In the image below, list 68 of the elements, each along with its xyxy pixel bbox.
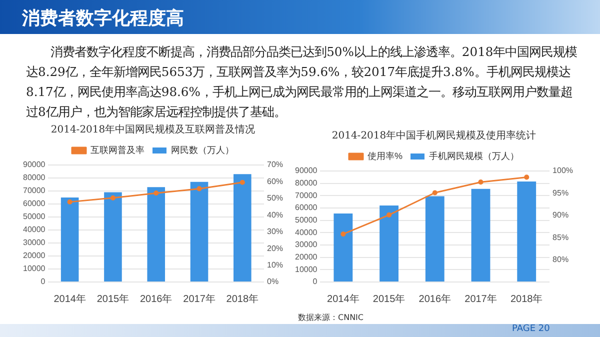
x-tick-label: 2016年 [418, 292, 452, 305]
chart-title: 2014-2018年中国网民规模及互联网普及情况 [50, 124, 256, 136]
x-tick-label: 2017年 [183, 292, 216, 305]
source-note: 数据来源：CNNIC [298, 312, 364, 323]
x-tick-label: 2018年 [510, 292, 543, 305]
y2-tick-label: 80% [552, 255, 569, 264]
bar [147, 187, 166, 282]
y-tick-label: 90000 [294, 166, 318, 176]
text: 消费者数字化程度不断提高，消费品部分品类已达到50%以上的线上渗透率。2018年中国网民规模达8.29亿，全年新增网民5653万，互联网普及率为59.6%，较2017年底提升3.8%。手机网民规模达8.17亿，网民使用率高达98.6%，手机上网已成为网民最常用的上网渠道之一。移动互联网用户数量超过8亿用户，也为智能家居远程控制提供了基础。 [26, 44, 578, 121]
bar [60, 198, 79, 282]
y2-tick-label: 20% [266, 244, 284, 253]
x-tick-label: 2016年 [140, 292, 172, 305]
y-tick-label: 90000 [22, 160, 46, 170]
y2-tick-label: 60% [266, 176, 284, 186]
y2-tick-label: 85% [552, 232, 569, 242]
point [196, 186, 202, 192]
legend-label: 互联网普及率 [90, 144, 144, 155]
legend-label: 使用率% [368, 150, 403, 161]
y2-tick-label: 70% [266, 160, 284, 170]
y-tick-label: 60000 [22, 199, 46, 208]
point [240, 180, 245, 185]
y-tick-label: 10000 [22, 264, 46, 274]
y2-tick-label: 90% [552, 210, 569, 220]
y2-tick-label: 0% [266, 277, 279, 286]
legend-label: 手机网民规模（万人） [429, 150, 519, 161]
y2-tick-label: 95% [552, 188, 569, 198]
y-tick-label: 30000 [294, 240, 318, 250]
point [386, 212, 392, 218]
y2-tick-label: 10% [266, 260, 284, 270]
y2-tick-label: 30% [266, 227, 284, 236]
y-tick-label: 20000 [22, 251, 46, 260]
point [67, 199, 72, 204]
point [340, 232, 346, 237]
text: 消费者数字化程度高 [22, 7, 184, 30]
x-tick-label: 2017年 [464, 292, 497, 305]
legend-label: 网民数（万人） [171, 144, 234, 155]
y-tick-label: 10000 [294, 264, 318, 274]
x-tick-label: 2014年 [54, 292, 86, 305]
y2-tick-label: 100% [552, 166, 574, 176]
y-tick-label: 40000 [22, 225, 46, 234]
bar [190, 182, 208, 282]
y-tick-label: 80000 [294, 178, 318, 188]
bar [104, 192, 122, 282]
y-tick-label: 50000 [294, 216, 318, 225]
text: PAGE 20 [512, 324, 550, 334]
x-tick-label: 2014年 [327, 292, 360, 305]
y-tick-label: 40000 [294, 228, 318, 237]
x-tick-label: 2015年 [96, 292, 130, 305]
point [478, 180, 484, 185]
y-tick-label: 0 [312, 277, 318, 286]
y-tick-label: 70000 [294, 190, 318, 200]
bar [234, 174, 252, 282]
y-tick-label: 20000 [294, 252, 318, 262]
y-tick-label: 60000 [294, 203, 318, 212]
y-tick-label: 50000 [22, 212, 46, 222]
y2-tick-label: 50% [266, 194, 284, 203]
x-tick-label: 2015年 [372, 292, 406, 305]
point [154, 190, 159, 196]
y-tick-label: 70000 [22, 186, 46, 196]
y-tick-label: 30000 [22, 238, 46, 248]
y-tick-label: 0 [40, 277, 46, 286]
y-tick-label: 80000 [22, 173, 46, 182]
chart-title: 2014-2018年中国手机网民规模及使用率统计 [332, 130, 536, 142]
point [432, 190, 438, 196]
x-tick-label: 2018年 [226, 292, 259, 305]
point [524, 174, 530, 180]
y2-tick-label: 40% [266, 210, 284, 220]
point [110, 195, 116, 200]
